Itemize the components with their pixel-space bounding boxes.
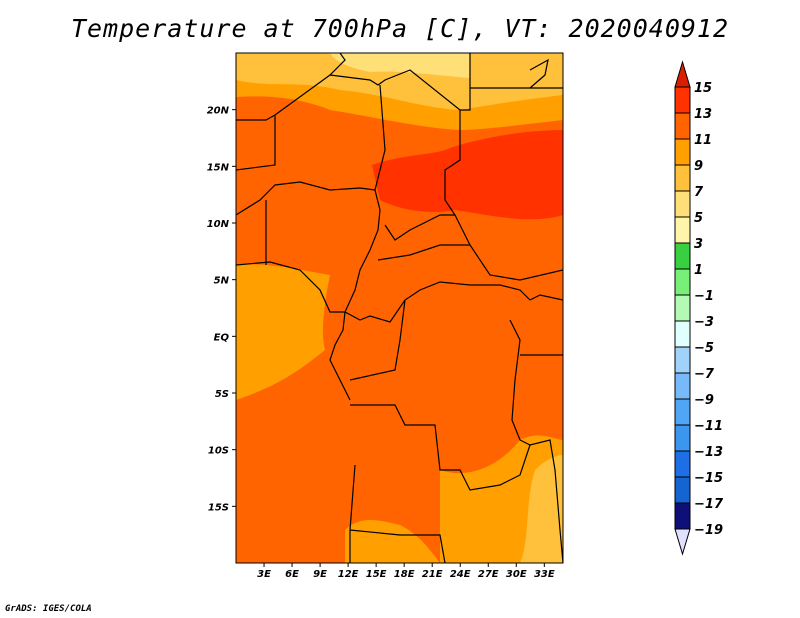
lon-tick-label: 18E bbox=[394, 569, 415, 580]
colorbar-swatch bbox=[674, 190, 691, 218]
lon-tick-label: 9E bbox=[313, 569, 327, 580]
colorbar-label: −15 bbox=[694, 471, 723, 486]
colorbar-label: −5 bbox=[694, 341, 714, 356]
colorbar-label: 7 bbox=[694, 185, 704, 200]
latitude-axis: 20N 15N 10N 5N EQ 5S 10S 15S bbox=[207, 106, 236, 513]
colorbar-label: 1 bbox=[694, 263, 703, 278]
lat-tick-label: 20N bbox=[207, 106, 230, 117]
lon-tick-label: 6E bbox=[285, 569, 299, 580]
colorbar-swatch bbox=[674, 502, 691, 530]
field-9-11-southwest bbox=[236, 264, 330, 400]
field-9-11-angola bbox=[345, 520, 440, 563]
colorbar-swatch bbox=[674, 268, 691, 296]
lat-tick-label: 15N bbox=[207, 162, 230, 173]
field-5-7-north bbox=[330, 53, 470, 78]
field-13-15 bbox=[372, 130, 563, 220]
colorbar: 15 13 11 9 7 5 3 1 −1 −3 −5 −7 −9 −11 −13 −15 −17 −19 bbox=[674, 60, 724, 556]
colorbar-over-triangle bbox=[674, 60, 691, 88]
colorbar-swatch bbox=[674, 216, 691, 244]
lon-tick-label: 3E bbox=[257, 569, 271, 580]
lat-tick-label: 15S bbox=[208, 502, 229, 513]
colorbar-label: 5 bbox=[694, 211, 703, 226]
lat-tick-label: 5N bbox=[214, 276, 230, 287]
colorbar-label: −19 bbox=[694, 523, 723, 538]
colorbar-swatch bbox=[674, 138, 691, 166]
country-borders bbox=[236, 53, 563, 563]
colorbar-swatch bbox=[674, 372, 691, 400]
colorbar-swatch bbox=[674, 242, 691, 270]
field-7-9-southeast bbox=[520, 455, 563, 563]
colorbar-swatch bbox=[674, 320, 691, 348]
lon-tick-label: 24E bbox=[450, 569, 471, 580]
field-7-9-north bbox=[236, 53, 563, 110]
colorbar-swatch bbox=[674, 112, 691, 140]
colorbar-label: −11 bbox=[694, 419, 723, 434]
colorbar-swatch bbox=[674, 398, 691, 426]
colorbar-label: −7 bbox=[694, 367, 715, 382]
lon-tick-label: 27E bbox=[478, 569, 499, 580]
colorbar-label: 11 bbox=[694, 133, 712, 148]
lon-tick-label: 33E bbox=[534, 569, 555, 580]
colorbar-swatch bbox=[674, 450, 691, 478]
colorbar-swatch bbox=[674, 86, 691, 114]
colorbar-label: −9 bbox=[694, 393, 714, 408]
colorbar-label: −17 bbox=[694, 497, 724, 512]
colorbar-swatch bbox=[674, 164, 691, 192]
colorbar-label: −13 bbox=[694, 445, 723, 460]
plot-title: Temperature at 700hPa [C], VT: 202004091… bbox=[70, 14, 730, 43]
colorbar-label: 9 bbox=[694, 159, 703, 174]
colorbar-swatch bbox=[674, 476, 691, 504]
colorbar-label: 13 bbox=[694, 107, 712, 122]
colorbar-label: −3 bbox=[694, 315, 714, 330]
lat-tick-label: 10N bbox=[207, 219, 230, 230]
lat-tick-label: 5S bbox=[215, 389, 229, 400]
lon-tick-label: 12E bbox=[338, 569, 359, 580]
colorbar-swatch bbox=[674, 346, 691, 374]
lat-tick-label: 10S bbox=[208, 446, 229, 457]
colorbar-label: 3 bbox=[694, 237, 703, 252]
map-frame bbox=[235, 52, 564, 564]
colorbar-under-triangle bbox=[674, 528, 691, 556]
longitude-axis: 3E 6E 9E 12E 15E 18E 21E 24E 27E 30E 33E bbox=[257, 563, 555, 580]
colorbar-label: −1 bbox=[694, 289, 714, 304]
lon-tick-label: 21E bbox=[422, 569, 443, 580]
colorbar-swatch bbox=[674, 424, 691, 452]
lon-tick-label: 15E bbox=[366, 569, 387, 580]
colorbar-swatch bbox=[674, 294, 691, 322]
grads-credit: GrADS: IGES/COLA bbox=[5, 604, 92, 614]
lon-tick-label: 30E bbox=[506, 569, 527, 580]
colorbar-label: 15 bbox=[694, 81, 712, 96]
lat-tick-label: EQ bbox=[214, 332, 230, 343]
